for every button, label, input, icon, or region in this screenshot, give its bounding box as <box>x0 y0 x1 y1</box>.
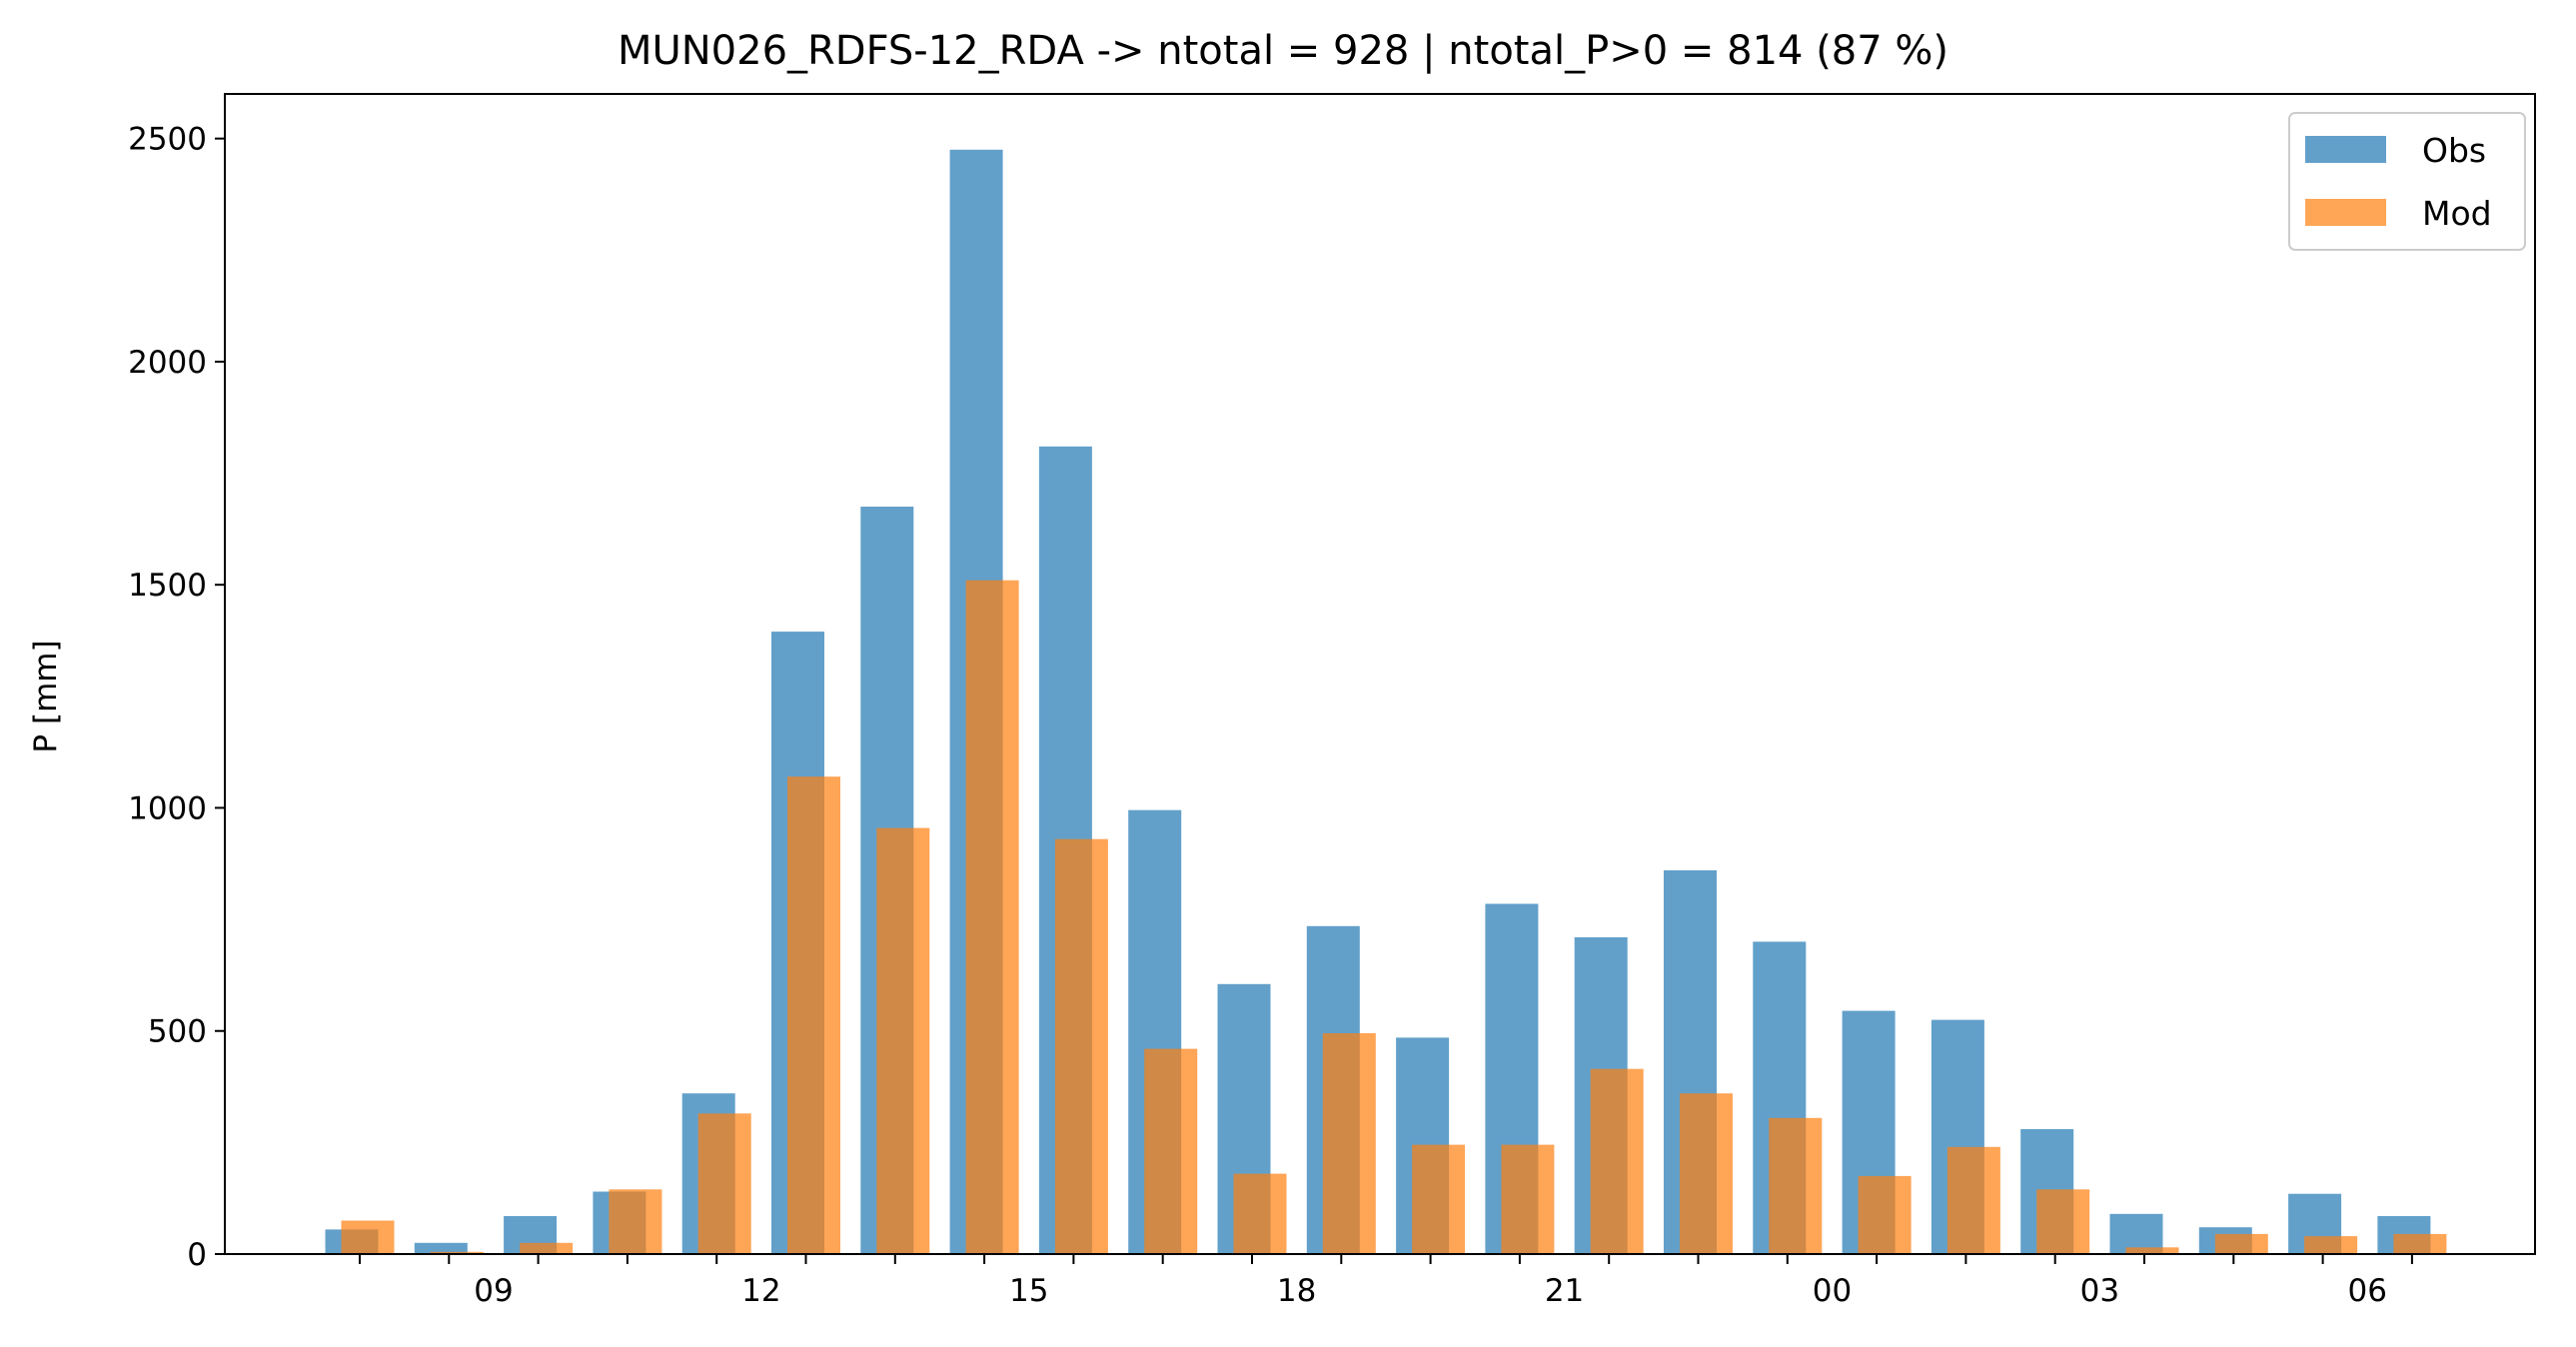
y-tick-label: 2000 <box>128 345 207 381</box>
x-tick-label: 21 <box>1545 1273 1584 1309</box>
bar-mod-23 <box>1680 1093 1733 1254</box>
legend-label-mod: Mod <box>2422 194 2492 233</box>
x-tick-label: 12 <box>741 1273 780 1309</box>
bar-mod-08 <box>341 1220 395 1254</box>
bar-mod-20 <box>1412 1144 1466 1254</box>
x-tick-label: 03 <box>2080 1273 2119 1309</box>
plot-frame <box>224 93 2536 1255</box>
bar-mod-05 <box>2214 1233 2268 1254</box>
y-tick-label: 1500 <box>128 568 207 604</box>
x-tick-label: 06 <box>2348 1273 2387 1309</box>
bar-mod-17 <box>1144 1048 1198 1254</box>
bar-mod-03 <box>2036 1189 2090 1254</box>
x-tick-label: 09 <box>474 1273 513 1309</box>
bar-mod-10 <box>520 1242 574 1254</box>
y-tick-label: 500 <box>148 1014 207 1050</box>
bar-mod-00 <box>1769 1117 1823 1254</box>
legend-label-obs: Obs <box>2422 131 2486 170</box>
y-tick-label: 1000 <box>128 790 207 826</box>
y-tick-label: 0 <box>187 1237 207 1273</box>
y-axis-label: P [mm] <box>28 640 64 752</box>
legend-swatch-mod <box>2305 199 2386 226</box>
bar-mod-15 <box>965 580 1019 1254</box>
bar-mod-09 <box>430 1251 484 1254</box>
x-tick-label: 18 <box>1277 1273 1316 1309</box>
bar-mod-11 <box>609 1189 662 1254</box>
bar-mod-18 <box>1233 1173 1287 1254</box>
bar-mod-14 <box>876 827 930 1254</box>
bar-mod-21 <box>1501 1144 1555 1254</box>
bar-mod-19 <box>1322 1033 1376 1254</box>
y-tick-label: 2500 <box>128 122 207 158</box>
bar-mod-07 <box>2393 1233 2447 1254</box>
chart-title: MUN026_RDFS-12_RDA -> ntotal = 928 | nto… <box>618 28 1948 74</box>
bar-mod-13 <box>787 776 840 1254</box>
bars-layer <box>325 149 2447 1254</box>
bar-mod-06 <box>2304 1236 2358 1254</box>
bar-mod-02 <box>1946 1146 2000 1254</box>
x-ticks: 09 12 15 18 21 00 03 06 <box>359 1254 2413 1309</box>
bar-mod-12 <box>697 1113 751 1254</box>
bar-mod-01 <box>1858 1175 1912 1254</box>
legend: Obs Mod <box>2288 112 2526 251</box>
y-ticks: 0 500 1000 1500 2000 2500 <box>128 122 225 1273</box>
legend-swatch-obs <box>2305 136 2386 163</box>
bar-mod-04 <box>2125 1247 2179 1254</box>
bar-mod-22 <box>1590 1068 1644 1254</box>
bar-obs-09 <box>414 1242 468 1254</box>
x-tick-label: 00 <box>1813 1273 1852 1309</box>
bar-mod-16 <box>1054 838 1108 1254</box>
x-tick-label: 15 <box>1009 1273 1048 1309</box>
